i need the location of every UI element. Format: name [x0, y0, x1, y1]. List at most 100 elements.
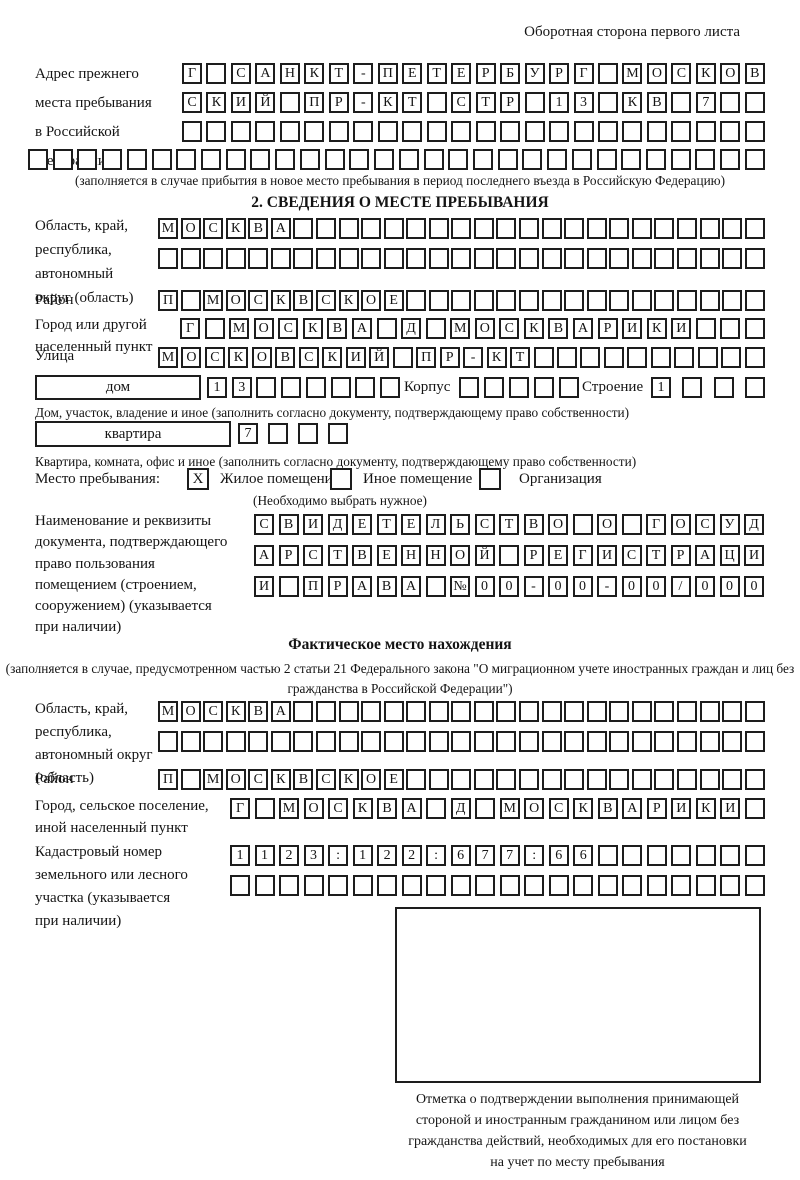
char-cell[interactable]: 7 — [499, 845, 520, 866]
char-cell[interactable]: Т — [376, 514, 397, 535]
char-cell[interactable]: М — [203, 769, 224, 790]
char-cell[interactable] — [349, 149, 370, 170]
char-cell[interactable] — [428, 290, 449, 311]
char-cell[interactable] — [609, 769, 630, 790]
char-cell[interactable] — [522, 149, 543, 170]
char-cell[interactable] — [206, 121, 227, 142]
char-cell[interactable] — [299, 149, 320, 170]
char-cell[interactable] — [744, 248, 765, 269]
char-cell[interactable] — [519, 248, 539, 269]
char-cell[interactable] — [352, 875, 373, 896]
char-cell[interactable]: : — [328, 845, 349, 866]
char-cell[interactable]: К — [228, 347, 249, 368]
char-cell[interactable]: Г — [646, 514, 666, 535]
char-cell[interactable] — [376, 318, 397, 339]
char-cell[interactable] — [654, 248, 675, 269]
char-cell[interactable]: Н — [279, 63, 300, 84]
char-cell[interactable]: И — [744, 545, 764, 566]
char-cell[interactable] — [597, 63, 618, 84]
char-cell[interactable] — [547, 149, 568, 170]
char-cell[interactable] — [676, 290, 697, 311]
char-cell[interactable] — [674, 347, 695, 368]
char-cell[interactable] — [451, 769, 472, 790]
char-cell[interactable]: М — [158, 347, 178, 368]
char-cell[interactable]: К — [622, 92, 643, 113]
char-cell[interactable]: О — [524, 798, 545, 819]
char-cell[interactable] — [722, 769, 743, 790]
char-cell[interactable] — [744, 149, 765, 170]
char-cell[interactable] — [473, 218, 494, 239]
char-cell[interactable] — [379, 377, 400, 398]
char-cell[interactable]: В — [293, 769, 314, 790]
char-cell[interactable] — [426, 121, 447, 142]
char-cell[interactable] — [541, 218, 562, 239]
char-cell[interactable]: 6 — [450, 845, 471, 866]
char-cell[interactable]: П — [416, 347, 437, 368]
char-cell[interactable] — [744, 290, 765, 311]
char-cell[interactable]: 1 — [254, 845, 275, 866]
char-cell[interactable] — [406, 769, 427, 790]
char-cell[interactable] — [573, 121, 594, 142]
char-cell[interactable]: С — [315, 769, 336, 790]
char-cell[interactable]: М — [229, 318, 250, 339]
char-cell[interactable] — [428, 769, 449, 790]
char-cell[interactable] — [383, 731, 404, 752]
char-cell[interactable]: М — [158, 701, 178, 722]
char-cell[interactable] — [475, 875, 496, 896]
char-cell[interactable] — [338, 218, 359, 239]
char-cell[interactable]: В — [377, 798, 398, 819]
char-cell[interactable]: В — [548, 318, 569, 339]
char-cell[interactable]: Р — [597, 318, 618, 339]
char-cell[interactable] — [720, 845, 741, 866]
char-cell[interactable] — [699, 731, 720, 752]
char-cell[interactable] — [338, 701, 359, 722]
char-cell[interactable]: К — [523, 318, 544, 339]
char-cell[interactable]: П — [304, 92, 325, 113]
char-cell[interactable] — [597, 92, 618, 113]
char-cell[interactable]: К — [270, 769, 291, 790]
char-cell[interactable] — [699, 701, 720, 722]
char-cell[interactable]: В — [376, 576, 397, 597]
char-cell[interactable] — [548, 875, 569, 896]
char-cell[interactable]: С — [695, 514, 715, 535]
char-cell[interactable] — [451, 218, 472, 239]
char-cell[interactable] — [671, 845, 692, 866]
char-cell[interactable] — [279, 875, 300, 896]
char-cell[interactable]: У — [719, 514, 740, 535]
char-cell[interactable] — [676, 248, 697, 269]
char-cell[interactable]: С — [203, 701, 224, 722]
char-cell[interactable] — [720, 121, 741, 142]
char-cell[interactable] — [720, 149, 741, 170]
char-cell[interactable] — [496, 248, 517, 269]
char-cell[interactable]: В — [523, 514, 544, 535]
char-cell[interactable] — [425, 318, 446, 339]
char-cell[interactable]: О — [251, 347, 272, 368]
char-cell[interactable]: С — [278, 318, 299, 339]
char-cell[interactable] — [597, 875, 618, 896]
char-cell[interactable] — [631, 290, 652, 311]
char-cell[interactable] — [534, 377, 554, 398]
char-cell[interactable]: С — [182, 92, 202, 113]
char-cell[interactable]: С — [548, 798, 569, 819]
char-cell[interactable] — [654, 218, 675, 239]
char-cell[interactable] — [499, 875, 520, 896]
char-cell[interactable] — [428, 731, 449, 752]
char-cell[interactable] — [230, 121, 251, 142]
char-cell[interactable] — [597, 845, 618, 866]
char-cell[interactable] — [77, 149, 98, 170]
checkbox-organizatsiya[interactable] — [479, 468, 501, 490]
char-cell[interactable] — [151, 149, 172, 170]
char-cell[interactable]: Т — [646, 545, 666, 566]
char-cell[interactable] — [270, 731, 291, 752]
char-cell[interactable]: К — [338, 769, 359, 790]
char-cell[interactable]: 2 — [377, 845, 398, 866]
char-cell[interactable] — [699, 769, 720, 790]
char-cell[interactable] — [720, 875, 741, 896]
char-cell[interactable]: О — [181, 347, 202, 368]
char-cell[interactable] — [586, 701, 607, 722]
char-cell[interactable]: К — [206, 92, 227, 113]
char-cell[interactable] — [315, 731, 336, 752]
char-cell[interactable]: М — [279, 798, 300, 819]
char-cell[interactable] — [509, 377, 529, 398]
char-cell[interactable] — [597, 121, 618, 142]
